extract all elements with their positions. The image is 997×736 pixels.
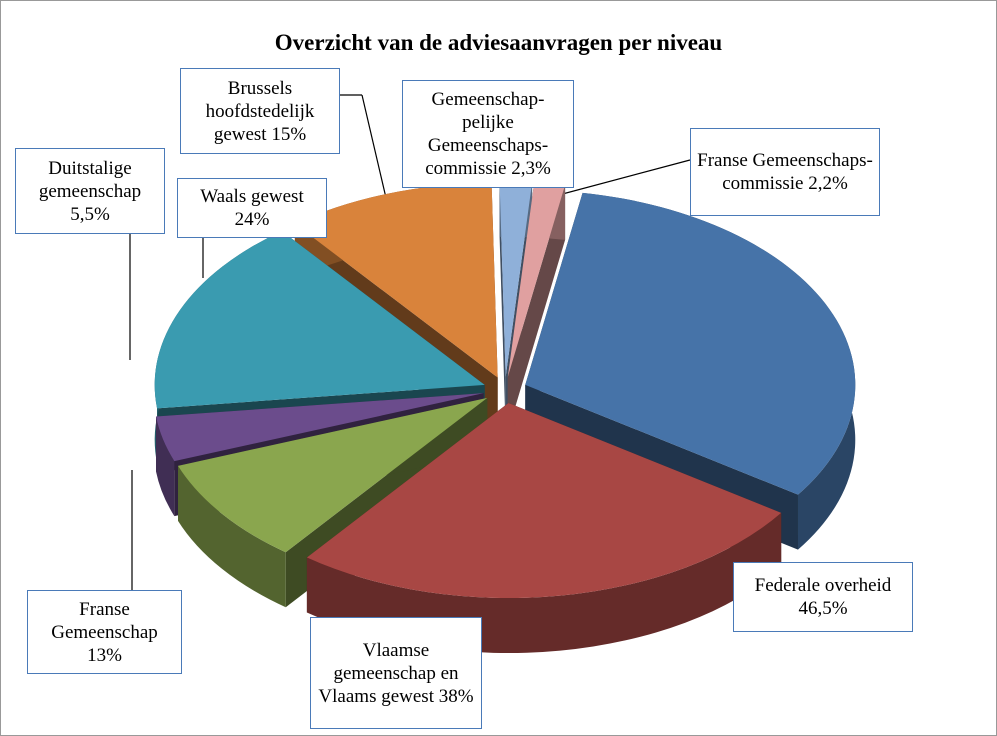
data-label: Franse Gemeenschap 13%	[27, 590, 182, 674]
value-label: 2,2%	[808, 173, 848, 194]
label-text: Federale overheid 46,5%	[738, 574, 908, 620]
data-label: Federale overheid 46,5%	[733, 562, 913, 632]
value-label: 13%	[87, 644, 122, 666]
data-label: Franse Gemeenschaps-commissie 2,2%	[690, 128, 880, 216]
label-text: Franse Gemeenschaps-commissie 2,2%	[695, 149, 875, 195]
slice-side	[507, 184, 566, 432]
slice-top	[294, 182, 498, 378]
value-label: 46,5%	[798, 598, 848, 619]
value-label: 24%	[234, 209, 270, 230]
label-text: Brussels hoofdstedelijk gewest 15%	[185, 77, 335, 146]
data-label: Waals gewest 24%	[177, 178, 327, 238]
data-label: Brussels hoofdstedelijk gewest 15%	[180, 68, 340, 154]
label-text: Franse Gemeenschap 13%	[32, 598, 177, 667]
category-name: Brussels hoofdstedelijk gewest	[205, 77, 315, 145]
slice-top	[154, 231, 485, 409]
label-text: Waals gewest 24%	[182, 185, 322, 231]
chart-title: Overzicht van de adviesaanvragen per niv…	[274, 30, 723, 55]
label-text: Duitstalige gemeenschap 5,5%	[20, 157, 160, 226]
slice-top	[499, 181, 533, 377]
category-name: Franse Gemeenschap	[51, 598, 158, 643]
pie-slice	[507, 182, 566, 432]
category-name: Duitstalige gemeenschap	[38, 157, 142, 202]
label-text: Gemeenschap-pelijke Gemeenschaps-commiss…	[407, 88, 569, 180]
data-label: Vlaamse gemeenschap en Vlaams gewest 38%	[310, 617, 482, 729]
value-label: 15%	[271, 123, 307, 145]
value-label: 5,5%	[70, 203, 110, 225]
value-label: 2,3%	[511, 158, 551, 179]
data-label: Gemeenschap-pelijke Gemeenschaps-commiss…	[402, 80, 574, 188]
slice-top	[306, 403, 782, 599]
category-name: Federale overheid	[754, 575, 892, 596]
slice-side	[499, 181, 506, 432]
category-name: Vlaamse gemeenschap en Vlaams gewest	[318, 639, 459, 707]
slice-top	[178, 397, 488, 553]
category-name: Franse Gemeenschaps-commissie	[697, 150, 873, 194]
slice-wall	[178, 465, 286, 608]
label-text: Vlaamse gemeenschap en Vlaams gewest 38%	[315, 639, 477, 708]
value-label: 38%	[438, 685, 474, 707]
slice-wall	[156, 416, 175, 517]
pie-slice	[306, 403, 782, 654]
slice-top	[156, 393, 484, 462]
category-name: Gemeenschap-pelijke Gemeenschaps-commiss…	[425, 89, 549, 179]
slice-top	[525, 192, 856, 495]
category-name: Waals gewest	[200, 186, 304, 207]
slice-top	[507, 182, 566, 377]
data-label: Duitstalige gemeenschap 5,5%	[15, 148, 165, 234]
